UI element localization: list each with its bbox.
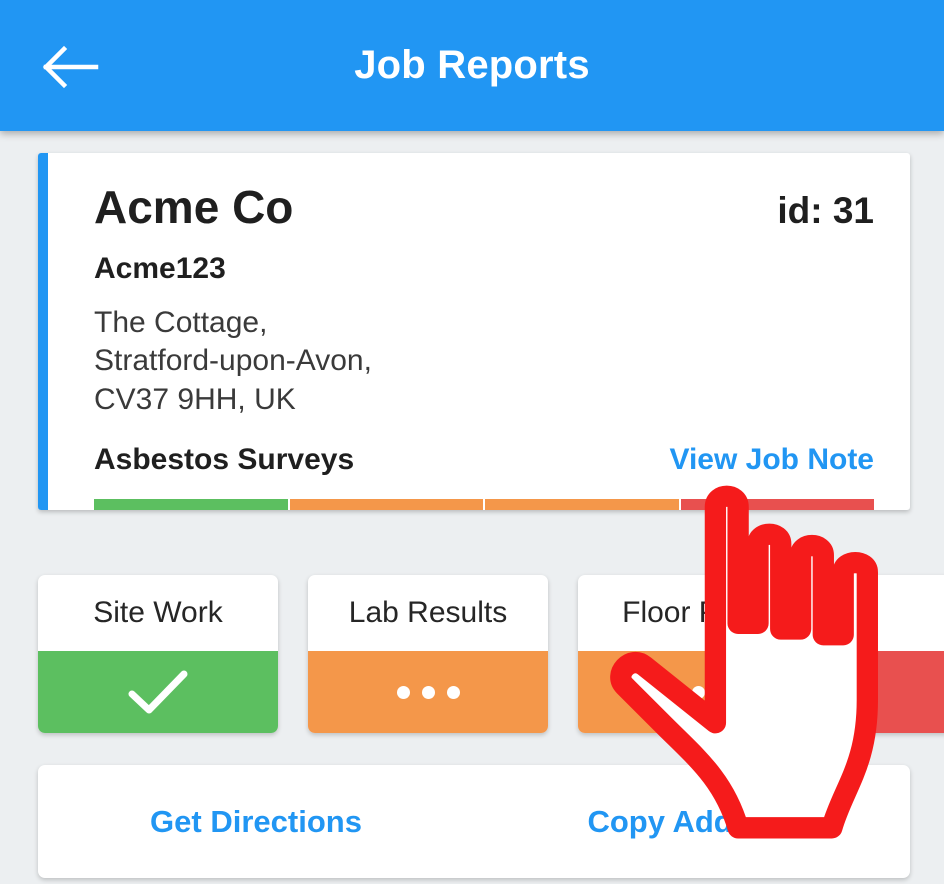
status-tiles-row[interactable]: Site Work Lab Results Floor Plans xyxy=(38,575,944,733)
status-tile-label: Lab Results xyxy=(348,596,508,629)
status-tile-label: Site Work xyxy=(93,596,223,629)
progress-segment-2 xyxy=(289,499,485,511)
view-job-note-link[interactable]: View Job Note xyxy=(669,443,875,477)
progress-segment-1 xyxy=(94,499,290,511)
address-line: CV37 9HH, UK xyxy=(94,382,296,416)
copy-address-button[interactable]: Copy Address xyxy=(587,803,797,839)
company-name: Acme Co xyxy=(94,181,294,233)
status-tile-label xyxy=(848,575,944,651)
status-tile-lab-results[interactable]: Lab Results xyxy=(308,575,548,733)
job-id: id: 31 xyxy=(777,190,874,231)
address-line: Stratford-upon-Avon, xyxy=(94,344,372,378)
job-address: The Cottage, Stratford-upon-Avon, CV37 9… xyxy=(94,304,874,419)
status-tile-state xyxy=(848,651,944,733)
status-tile-state xyxy=(578,651,818,733)
job-progress-strip xyxy=(94,499,874,511)
company-reference: Acme123 xyxy=(94,252,226,285)
ellipsis-icon xyxy=(666,685,730,699)
address-actions-card: Get Directions Copy Address xyxy=(38,765,910,878)
job-type: Asbestos Surveys xyxy=(94,443,355,477)
job-card[interactable]: Acme Co id: 31 Acme123 The Cottage, Stra… xyxy=(38,153,910,511)
status-tile-floor-plans[interactable]: Floor Plans xyxy=(578,575,818,733)
job-card-body: Acme Co id: 31 Acme123 The Cottage, Stra… xyxy=(48,153,910,511)
ellipsis-icon xyxy=(396,685,460,699)
page-title: Job Reports xyxy=(354,43,590,87)
check-icon xyxy=(127,669,189,715)
address-line: The Cottage, xyxy=(94,306,268,339)
status-tile-state xyxy=(38,651,278,733)
status-tile-site-work[interactable]: Site Work xyxy=(38,575,278,733)
progress-segment-4 xyxy=(680,499,874,511)
job-card-header-row: Acme Co id: 31 xyxy=(94,183,874,232)
back-button[interactable] xyxy=(36,38,104,96)
job-card-footer-row: Asbestos Surveys View Job Note xyxy=(94,443,874,499)
status-tile-4[interactable] xyxy=(848,575,944,733)
get-directions-button[interactable]: Get Directions xyxy=(150,803,362,839)
arrow-left-icon xyxy=(40,45,100,89)
app-header: Job Reports xyxy=(0,0,944,131)
card-accent-bar xyxy=(38,153,48,511)
progress-segment-3 xyxy=(485,499,681,511)
status-tile-state xyxy=(308,651,548,733)
status-tile-label: Floor Plans xyxy=(622,596,774,629)
